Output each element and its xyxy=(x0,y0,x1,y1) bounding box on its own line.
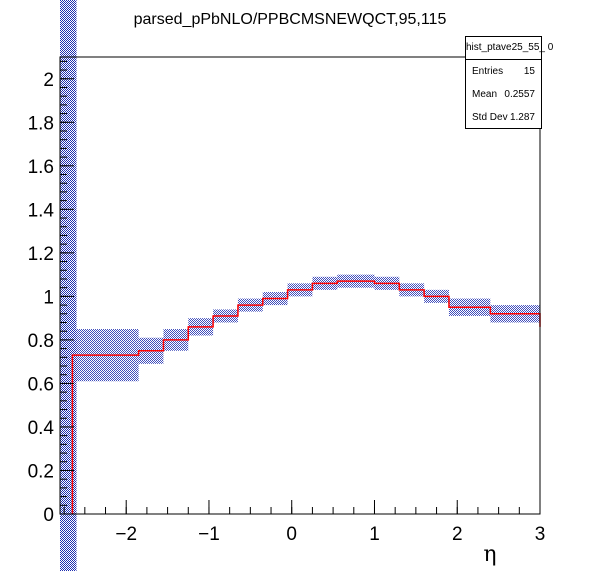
y-tick-label: 1.4 xyxy=(28,200,55,221)
x-axis-label: η xyxy=(483,542,496,567)
y-tick-label: 2 xyxy=(43,70,54,91)
x-tick-label: 2 xyxy=(452,524,463,545)
x-tick-label: 3 xyxy=(535,524,546,545)
y-tick-label: 1.2 xyxy=(28,244,54,265)
left-error-band xyxy=(60,0,77,571)
stats-value: 1.287 xyxy=(509,112,535,123)
x-tick-label: 1 xyxy=(369,524,380,545)
histogram-line xyxy=(71,280,541,514)
y-tick-label: 1.8 xyxy=(28,113,54,134)
axes-layer: 0 0.2 0.4 0.6 0.8 1 1.2 1.4 1.6 1.8 2 −2 −1 0 1 2 3 xyxy=(28,60,546,545)
x-tick-label: −1 xyxy=(198,524,220,545)
y-tick-label: 1.6 xyxy=(28,157,54,178)
y-tick-label: 0.8 xyxy=(28,331,54,352)
histogram-layer xyxy=(71,280,541,514)
stats-title: hist_ptave25_55_ 0 xyxy=(466,37,553,60)
stats-value: 15 xyxy=(523,66,535,77)
stats-value: 0.2557 xyxy=(504,89,535,100)
y-tick-label: 0.4 xyxy=(28,418,55,439)
stats-label: Entries xyxy=(472,66,504,77)
y-tick-label: 0.6 xyxy=(28,374,54,395)
plot-frame xyxy=(59,56,541,515)
y-tick-label: 1 xyxy=(43,287,54,308)
chart-title: parsed_pPbNLO/PPBCMSNEWQCT,95,115 xyxy=(134,11,447,28)
x-tick-label: 0 xyxy=(286,524,297,545)
x-tick-label: −2 xyxy=(115,524,137,545)
stats-row-entries: Entries 15 xyxy=(466,60,541,83)
y-tick-label: 0 xyxy=(43,505,54,526)
stats-label: Mean xyxy=(472,89,498,100)
stats-row-stddev: Std Dev 1.287 xyxy=(466,106,541,129)
stats-box: hist_ptave25_55_ 0 Entries 15 Mean 0.255… xyxy=(465,36,553,129)
y-tick-label: 0.2 xyxy=(28,461,54,482)
stats-row-mean: Mean 0.2557 xyxy=(466,83,541,106)
stats-label: Std Dev xyxy=(472,112,508,123)
